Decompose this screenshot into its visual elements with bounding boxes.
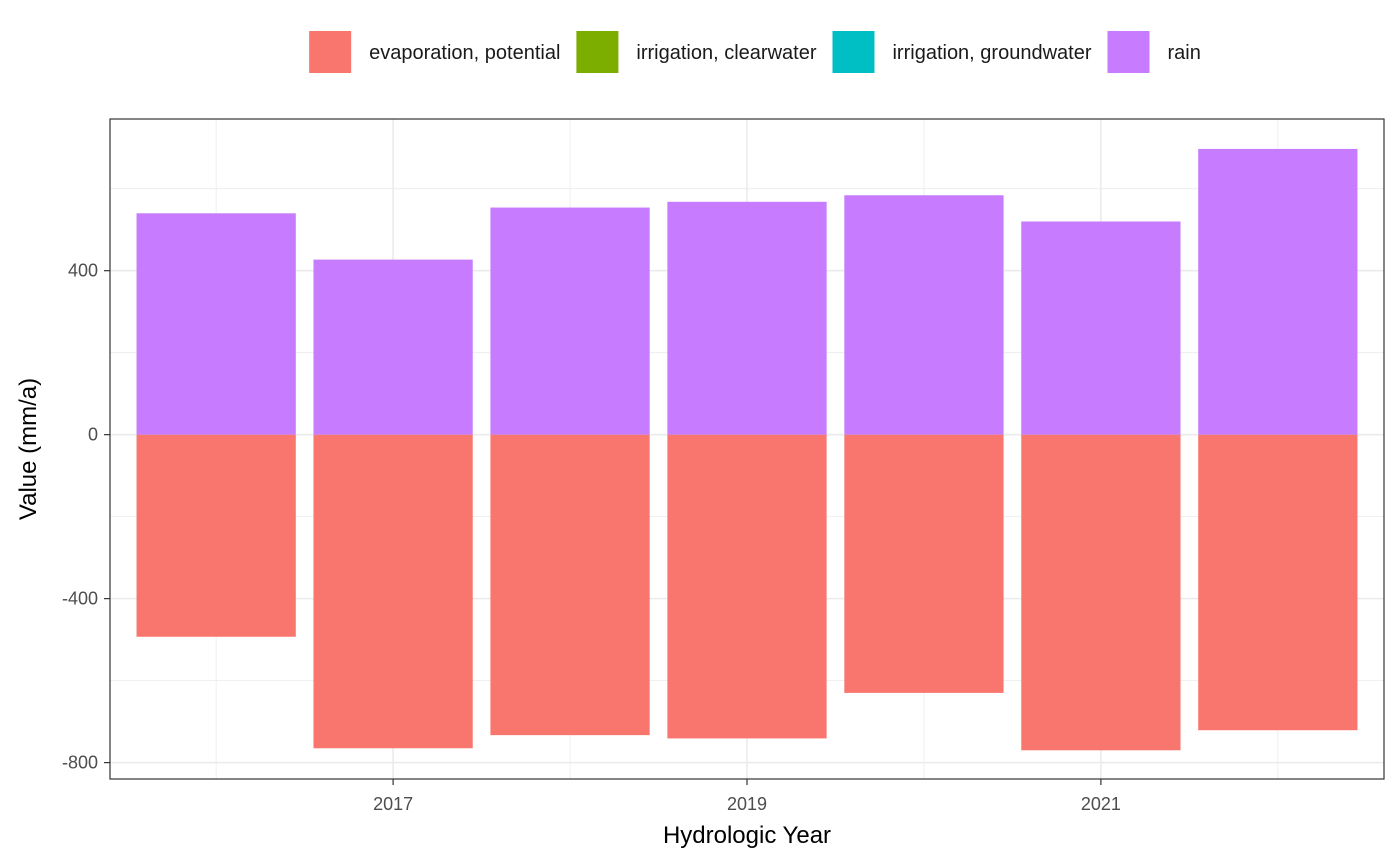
x-tick-label: 2019 [727,794,767,814]
bar-evaporation-potential-2022 [1198,434,1358,731]
legend-key-rain [1107,31,1150,73]
bar-rain-2016 [136,213,296,435]
bar-evaporation-potential-2017 [313,434,473,749]
legend-label-rain: rain [1167,42,1200,64]
y-axis: -800 -400 0 400 [62,261,110,773]
bar-evaporation-potential-2021 [1021,434,1181,751]
bar-evaporation-potential-2020 [844,434,1004,693]
bar-evaporation-potential-2016 [136,434,296,637]
x-axis-title: Hydrologic Year [663,822,831,849]
legend-label-irrigation-groundwater: irrigation, groundwater [892,42,1091,64]
bar-evaporation-potential-2019 [667,434,827,739]
legend-label-evaporation-potential: evaporation, potential [369,42,560,64]
bar-rain-2021 [1021,221,1181,435]
x-axis: 2017 2019 2021 [373,779,1121,814]
bar-rain-2020 [844,195,1004,435]
bars [136,148,1358,751]
y-tick-label: 400 [68,261,98,281]
y-tick-label: -400 [62,589,98,609]
legend-key-evaporation-potential [309,31,352,73]
legend: evaporation, potential irrigation, clearw… [309,31,1201,73]
bar-rain-2022 [1198,148,1358,435]
legend-key-irrigation-clearwater [576,31,619,73]
bar-rain-2019 [667,201,827,435]
bar-rain-2017 [313,259,473,435]
y-tick-label: -800 [62,753,98,773]
y-axis-title: Value (mm/a) [15,378,42,520]
bar-rain-2018 [490,207,650,435]
x-tick-label: 2021 [1081,794,1121,814]
legend-key-irrigation-groundwater [832,31,875,73]
y-tick-label: 0 [88,425,98,445]
x-tick-label: 2017 [373,794,413,814]
bar-evaporation-potential-2018 [490,434,650,736]
legend-label-irrigation-clearwater: irrigation, clearwater [636,42,816,64]
